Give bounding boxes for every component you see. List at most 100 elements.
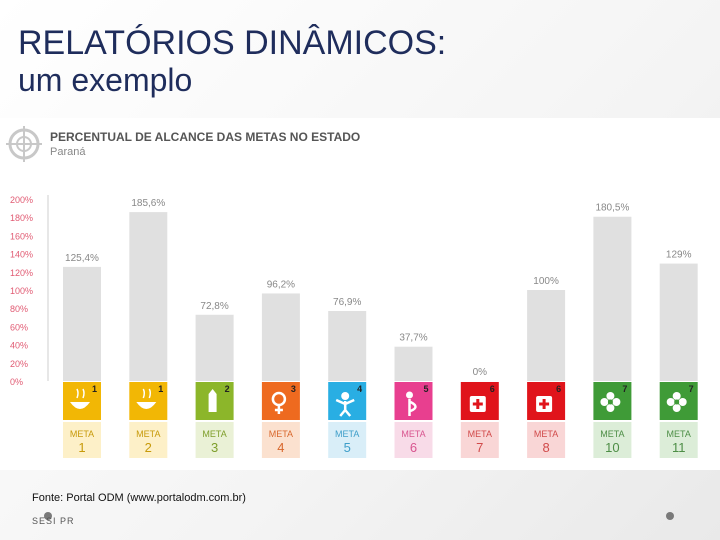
bullet-dot-right (666, 512, 674, 520)
bar (63, 266, 101, 381)
meta-label-box (394, 422, 433, 458)
y-tick-label: 0% (10, 377, 23, 387)
meta-label-word: META (202, 429, 226, 439)
data-label: 72,8% (200, 301, 228, 312)
y-tick-label: 200% (10, 195, 33, 205)
meta-label-word: META (269, 429, 293, 439)
footer-label: SESI PR (32, 516, 75, 526)
pregnant-body-icon (408, 399, 417, 416)
slide-subtitle: um exemplo (18, 62, 193, 98)
meta-label-box (129, 422, 168, 458)
meta-label-word: META (667, 429, 691, 439)
data-label: 96,2% (267, 279, 295, 290)
meta-label-number: 6 (410, 440, 417, 455)
slide-title-main: RELATÓRIOS DINÂMICOS: (18, 24, 618, 62)
flower-petal-icon (600, 398, 609, 406)
flower-icon (607, 399, 613, 405)
meta-label-box (659, 422, 698, 458)
bar (328, 311, 367, 381)
data-label: 129% (666, 250, 692, 261)
chart-title: PERCENTUAL DE ALCANCE DAS METAS NO ESTAD… (50, 130, 361, 144)
y-tick-label: 180% (10, 213, 33, 223)
title-part-2: Â (302, 24, 326, 62)
goal-number: 4 (357, 384, 362, 394)
goal-number: 1 (92, 384, 97, 394)
meta-label-word: META (335, 429, 359, 439)
goal-number: 5 (423, 384, 428, 394)
medkit-cross-icon (472, 399, 483, 409)
flower-petal-icon (612, 398, 621, 406)
bullet-dot-left (44, 512, 52, 520)
goal-number: 3 (291, 384, 296, 394)
chart-subtitle: Paraná (50, 146, 86, 158)
flower-petal-icon (672, 404, 681, 412)
y-tick-label: 40% (10, 341, 28, 351)
goal-tile (261, 382, 300, 420)
y-tick-label: 160% (10, 231, 33, 241)
flower-petal-icon (606, 404, 615, 412)
flower-petal-icon (678, 398, 687, 406)
y-tick-label: 20% (10, 359, 28, 369)
meta-label-number: 8 (542, 440, 549, 455)
goal-number: 7 (622, 384, 627, 394)
child-icon (341, 392, 350, 400)
meta-label-box (328, 422, 367, 458)
source-note: Fonte: Portal ODM (www.portalodm.com.br) (32, 492, 246, 504)
data-label: 125,4% (65, 253, 99, 264)
meta-label-word: META (468, 429, 492, 439)
goal-number: 7 (689, 384, 694, 394)
bar (527, 290, 566, 381)
title-part-3: MICOS (325, 24, 437, 62)
meta-label-word: META (136, 429, 160, 439)
data-label: 100% (533, 276, 559, 287)
title-part-1: RELATÓRIOS DIN (18, 24, 303, 62)
meta-label-box (261, 422, 300, 458)
slide-title: RELATÓRIOS DINÂMICOS: um exemplo (18, 24, 618, 98)
goal-tile (394, 382, 433, 420)
pencil-icon (208, 394, 217, 412)
y-tick-label: 120% (10, 268, 33, 278)
meta-label-box (195, 422, 234, 458)
y-tick-label: 80% (10, 304, 28, 314)
child-body-icon (335, 398, 355, 417)
goal-tile (63, 382, 101, 420)
bar (261, 293, 300, 381)
goal-number: 2 (225, 384, 230, 394)
bar (394, 346, 433, 381)
y-tick-label: 60% (10, 322, 28, 332)
data-label: 37,7% (399, 333, 427, 344)
meta-label-box (63, 422, 101, 458)
bar (195, 314, 234, 381)
goal-number: 6 (490, 384, 495, 394)
medkit-cross-icon (539, 399, 550, 409)
data-label: 185,6% (131, 198, 165, 209)
meta-label-word: META (600, 429, 624, 439)
data-label: 76,9% (333, 297, 361, 308)
meta-label-box (460, 422, 499, 458)
data-label: 180,5% (595, 203, 629, 214)
goal-tile (129, 382, 168, 420)
meta-label-number: 5 (344, 440, 351, 455)
goal-number: 6 (556, 384, 561, 394)
meta-label-number: 10 (605, 440, 619, 455)
bar (659, 263, 698, 381)
meta-label-number: 7 (476, 440, 483, 455)
meta-label-box (593, 422, 632, 458)
meta-label-number: 2 (145, 440, 152, 455)
flower-icon (674, 399, 680, 405)
pencil-tip-icon (208, 389, 217, 394)
meta-label-number: 3 (211, 440, 218, 455)
steam-icon (76, 388, 85, 399)
bar (129, 212, 168, 381)
female-cross-icon (274, 405, 283, 414)
y-tick-label: 100% (10, 286, 33, 296)
meta-label-box (527, 422, 566, 458)
flower-petal-icon (666, 398, 675, 406)
bowl-icon (70, 402, 90, 409)
target-icon (6, 126, 42, 162)
meta-label-word: META (534, 429, 558, 439)
bowl-icon (136, 402, 157, 409)
meta-label-word: META (70, 429, 94, 439)
meta-label-number: 1 (78, 440, 85, 455)
